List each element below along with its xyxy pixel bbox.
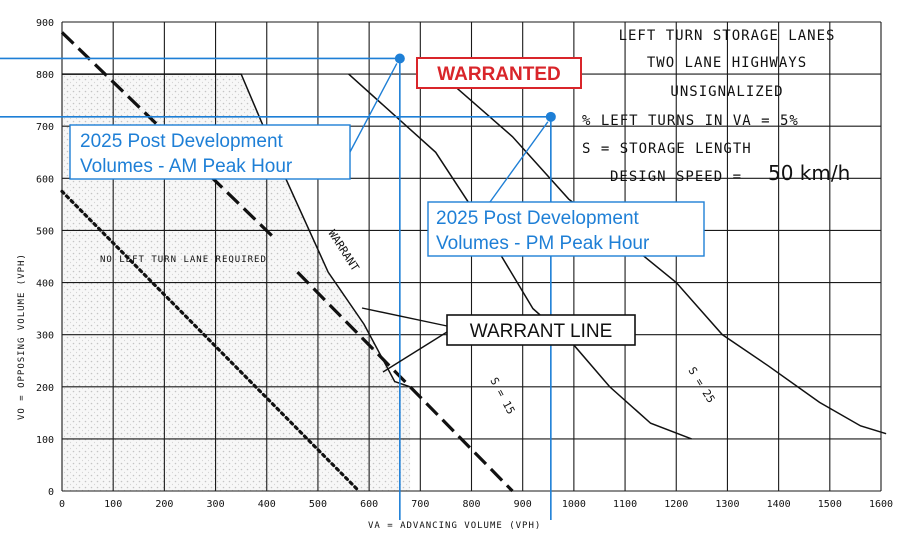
y-tick-label: 600 — [36, 174, 54, 185]
warranted-badge-box — [416, 57, 582, 89]
am-callout-line-2: Volumes - AM Peak Hour — [80, 156, 293, 177]
series-s25 — [440, 73, 887, 435]
x-axis-title: VA = ADVANCING VOLUME (VPH) — [368, 521, 541, 531]
y-tick-label: 300 — [36, 331, 54, 342]
am-point — [394, 53, 405, 64]
y-tick-label: 900 — [36, 18, 54, 29]
title-line-3: UNSIGNALIZED — [670, 84, 783, 100]
y-tick-label: 200 — [36, 383, 54, 394]
x-tick-label: 1500 — [818, 499, 842, 510]
warrant-line-pointer-1 — [361, 307, 448, 327]
x-tick-label: 800 — [462, 499, 480, 510]
x-tick-label: 1300 — [715, 499, 739, 510]
y-tick-labels: 0 100 200 300 400 500 600 700 800 900 — [36, 18, 54, 498]
warrant-curve-label: WARRANT — [325, 228, 361, 274]
left-turn-percent: % LEFT TURNS IN VA = 5% — [582, 113, 799, 129]
x-tick-label: 0 — [59, 499, 65, 510]
y-tick-label: 500 — [36, 226, 54, 237]
x-tick-label: 100 — [104, 499, 122, 510]
title-line-1: LEFT TURN STORAGE LANES — [619, 28, 836, 44]
design-speed-label: DESIGN SPEED = — [610, 169, 742, 185]
am-leader-line — [349, 63, 398, 153]
y-tick-label: 100 — [36, 435, 54, 446]
warrant-line-label: WARRANT LINE — [470, 321, 613, 342]
x-tick-label: 1100 — [613, 499, 637, 510]
pm-callout-line-1: 2025 Post Development — [436, 208, 640, 229]
pm-point — [545, 111, 556, 122]
x-tick-label: 300 — [207, 499, 225, 510]
y-axis-title: VO = OPPOSING VOLUME (VPH) — [17, 253, 27, 420]
no-left-turn-label: NO LEFT TURN LANE REQUIRED — [100, 255, 267, 265]
warranted-badge-label: WARRANTED — [437, 64, 561, 85]
x-tick-label: 700 — [411, 499, 429, 510]
x-tick-label: 900 — [514, 499, 532, 510]
x-tick-label: 1000 — [562, 499, 586, 510]
series-dotted — [60, 189, 361, 493]
warrant-line-box — [446, 314, 636, 346]
series-layer — [60, 31, 887, 493]
s15-curve-label: S = 15 — [487, 375, 517, 416]
x-tick-label: 500 — [309, 499, 327, 510]
title-line-2: TWO LANE HIGHWAYS — [647, 55, 807, 71]
x-tick-label: 1600 — [869, 499, 893, 510]
y-tick-label: 0 — [48, 487, 54, 498]
pm-callout-box — [427, 201, 705, 257]
warrant-line-pointer-2 — [382, 331, 448, 373]
series-warrant — [62, 73, 411, 388]
x-tick-label: 600 — [360, 499, 378, 510]
s25-curve-label: S = 25 — [685, 365, 717, 406]
pm-callout-line-2: Volumes - PM Peak Hour — [436, 233, 650, 254]
x-tick-labels: 0 100 200 300 400 500 600 700 800 900 1000 1100 1200… — [59, 499, 893, 510]
am-callout-line-1: 2025 Post Development — [80, 131, 284, 152]
x-tick-label: 400 — [258, 499, 276, 510]
pm-leader-line — [489, 121, 549, 203]
y-tick-label: 700 — [36, 122, 54, 133]
am-callout-box — [69, 124, 351, 180]
x-tick-label: 200 — [155, 499, 173, 510]
storage-length-note: S = STORAGE LENGTH — [582, 141, 752, 157]
series-dashed_lower — [296, 271, 514, 493]
y-tick-label: 400 — [36, 279, 54, 290]
y-tick-label: 800 — [36, 70, 54, 81]
title-block: LEFT TURN STORAGE LANES TWO LANE HIGHWAY… — [582, 28, 850, 185]
x-tick-label: 1400 — [767, 499, 791, 510]
design-speed-value: 50 km/h — [768, 161, 850, 185]
x-tick-label: 1200 — [664, 499, 688, 510]
